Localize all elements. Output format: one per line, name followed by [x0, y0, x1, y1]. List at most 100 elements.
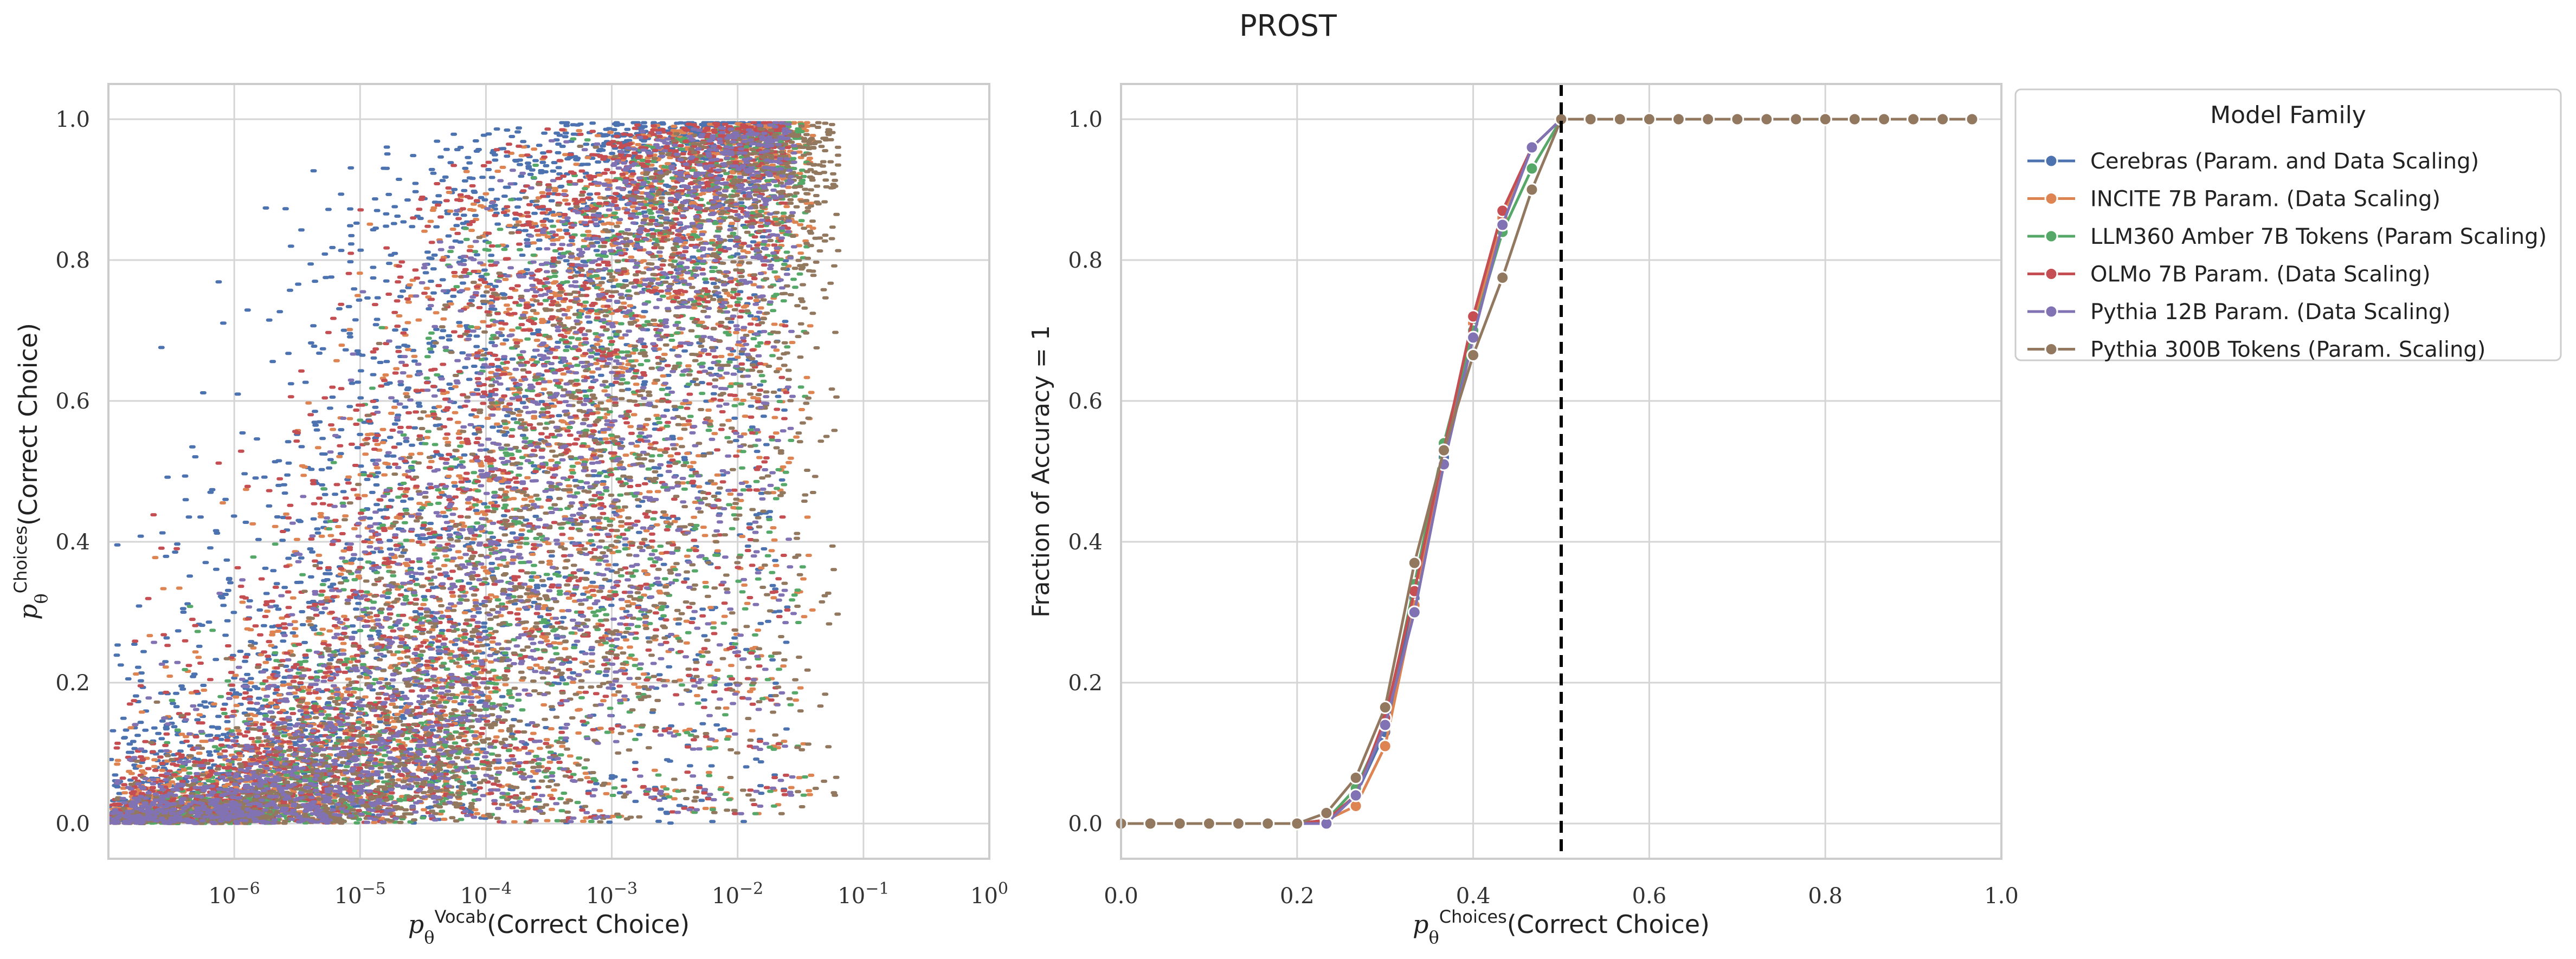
- scatter-x-axis-label-sub: θ: [424, 927, 434, 948]
- scatter-y-tick-label: 0.6: [55, 389, 90, 414]
- line-x-tick-label: 0.4: [1456, 884, 1491, 909]
- scatter-x-axis-label-sup: Vocab: [435, 906, 487, 927]
- scatter-x-tick-base: 10: [209, 884, 236, 909]
- line-marker-Pythia300B: [1936, 112, 1950, 126]
- svg-text:pθChoices(Correct Choice): pθChoices(Correct Choice): [1413, 906, 1710, 948]
- line-marker-Pythia300B: [1319, 806, 1334, 820]
- line-marker-Pythia300B: [1349, 771, 1363, 785]
- scatter-series-Pythia12B: [108, 121, 797, 825]
- line-x-tick-label: 0.6: [1632, 884, 1667, 909]
- line-x-axis-label-var: p: [1413, 910, 1428, 939]
- scatter-x-tick-exponent: −5: [362, 879, 386, 898]
- line-y-tick-label: 0.6: [1068, 389, 1103, 414]
- line-marker-Pythia300B: [1760, 112, 1774, 126]
- line-marker-Pythia300B: [1173, 817, 1187, 831]
- line-marker-Pythia300B: [1613, 112, 1627, 126]
- scatter-x-tick-base: 10: [712, 884, 739, 909]
- line-y-tick-label: 0.4: [1068, 530, 1103, 555]
- line-marker-Pythia12B: [1496, 218, 1510, 232]
- line-marker-Pythia300B: [1407, 556, 1421, 570]
- legend-label-Cerebras: Cerebras (Param. and Data Scaling): [2090, 149, 2479, 174]
- scatter-x-tick-exponent: −2: [739, 879, 763, 898]
- scatter-x-tick-label: 10−5: [334, 879, 386, 909]
- line-x-tick-label: 1.0: [1984, 884, 2019, 909]
- line-marker-Pythia300B: [1730, 112, 1744, 126]
- line-marker-Pythia300B: [1671, 112, 1685, 126]
- scatter-x-tick-label: 100: [970, 879, 1008, 909]
- scatter-x-axis-label: pθVocab(Correct Choice): [408, 906, 690, 948]
- legend-marker-Pythia12B: [2044, 304, 2058, 319]
- svg-text:pθChoices(Correct Choice): pθChoices(Correct Choice): [10, 323, 51, 620]
- line-marker-Pythia300B: [1496, 271, 1510, 284]
- legend-entry-INCITE: INCITE 7B Param. (Data Scaling): [2027, 187, 2440, 212]
- scatter-x-tick-base: 10: [334, 884, 362, 909]
- legend-entry-Pythia12B: Pythia 12B Param. (Data Scaling): [2027, 300, 2451, 325]
- line-marker-Pythia12B: [1407, 605, 1421, 619]
- legend-title: Model Family: [2210, 101, 2366, 129]
- line-marker-Pythia300B: [1231, 817, 1245, 831]
- line-x-tick-label: 0.8: [1808, 884, 1843, 909]
- line-x-tick-label: 0.0: [1104, 884, 1138, 909]
- line-y-tick-label: 1.0: [1068, 107, 1103, 132]
- line-series-Pythia300B: [1114, 112, 1979, 831]
- scatter-x-tick-base: 10: [460, 884, 488, 909]
- scatter-y-axis-label-sup: Choices: [10, 526, 31, 593]
- line-marker-Pythia300B: [1818, 112, 1832, 126]
- scatter-y-axis-label-sub: θ: [31, 593, 51, 604]
- legend-marker-Cerebras: [2044, 154, 2058, 168]
- scatter-y-tick-label: 0.4: [55, 530, 90, 555]
- legend-entry-Cerebras: Cerebras (Param. and Data Scaling): [2027, 149, 2479, 174]
- line-marker-Pythia300B: [1642, 112, 1656, 126]
- legend-marker-OLMo: [2044, 267, 2058, 281]
- legend-box: [2014, 88, 2562, 361]
- line-x-tick-label: 0.2: [1280, 884, 1315, 909]
- legend-label-OLMo: OLMo 7B Param. (Data Scaling): [2090, 262, 2431, 287]
- legend-marker-LLM360: [2044, 229, 2058, 243]
- scatter-y-tick-label: 1.0: [55, 107, 90, 132]
- scatter-x-tick-exponent: −1: [865, 879, 889, 898]
- scatter-x-tick-exponent: 0: [998, 879, 1008, 898]
- line-marker-Pythia300B: [1789, 112, 1803, 126]
- scatter-x-tick-exponent: −6: [236, 879, 260, 898]
- legend: Model Family Cerebras (Param. and Data Sc…: [2014, 88, 2562, 362]
- line-x-axis-label-text: (Correct Choice): [1507, 910, 1710, 939]
- scatter-y-tick-label: 0.0: [55, 812, 90, 837]
- line-marker-Pythia300B: [1261, 817, 1275, 831]
- line-x-axis-label-sub: θ: [1428, 927, 1439, 948]
- scatter-y-tick-label: 0.2: [55, 671, 90, 696]
- legend-label-INCITE: INCITE 7B Param. (Data Scaling): [2090, 187, 2440, 212]
- scatter-y-axis-label: pθChoices(Correct Choice): [10, 323, 51, 620]
- legend-entry-OLMo: OLMo 7B Param. (Data Scaling): [2027, 262, 2431, 287]
- legend-entry-LLM360: LLM360 Amber 7B Tokens (Param Scaling): [2027, 224, 2547, 249]
- line-marker-Pythia12B: [1525, 140, 1539, 154]
- line-marker-Pythia300B: [1290, 817, 1304, 831]
- line-frame: [1120, 83, 2002, 860]
- line-marker-Pythia300B: [1583, 112, 1598, 126]
- line-x-axis-label: pθChoices(Correct Choice): [1413, 906, 1710, 948]
- scatter-x-tick-exponent: −3: [614, 879, 637, 898]
- scatter-x-axis-label-text: (Correct Choice): [487, 910, 690, 939]
- scatter-x-tick-base: 10: [586, 884, 614, 909]
- line-marker-Pythia12B: [1349, 788, 1363, 802]
- scatter-x-axis-label-var: p: [408, 910, 424, 939]
- scatter-y-tick-label: 0.8: [55, 248, 90, 273]
- legend-label-Pythia12B: Pythia 12B Param. (Data Scaling): [2090, 300, 2451, 325]
- scatter-x-tick-label: 10−4: [460, 879, 512, 909]
- line-marker-Pythia300B: [1907, 112, 1921, 126]
- scatter-frame: [107, 83, 990, 860]
- line-y-tick-label: 0.8: [1068, 248, 1103, 273]
- scatter-x-tick-label: 10−6: [209, 879, 260, 909]
- line-marker-Pythia300B: [1202, 817, 1216, 831]
- legend-marker-Pythia300B: [2044, 342, 2058, 356]
- line-marker-Pythia300B: [1466, 348, 1480, 362]
- line-marker-Pythia300B: [1701, 112, 1715, 126]
- scatter-x-tick-label: 10−2: [712, 879, 763, 909]
- scatter-y-axis-label-text: (Correct Choice): [14, 323, 43, 526]
- line-marker-Pythia300B: [1965, 112, 1979, 126]
- line-marker-Pythia300B: [1143, 817, 1157, 831]
- scatter-x-tick-label: 10−3: [586, 879, 637, 909]
- scatter-y-axis-label-var: p: [14, 604, 43, 620]
- scatter-x-tick-exponent: −4: [488, 879, 512, 898]
- line-marker-Pythia300B: [1877, 112, 1891, 126]
